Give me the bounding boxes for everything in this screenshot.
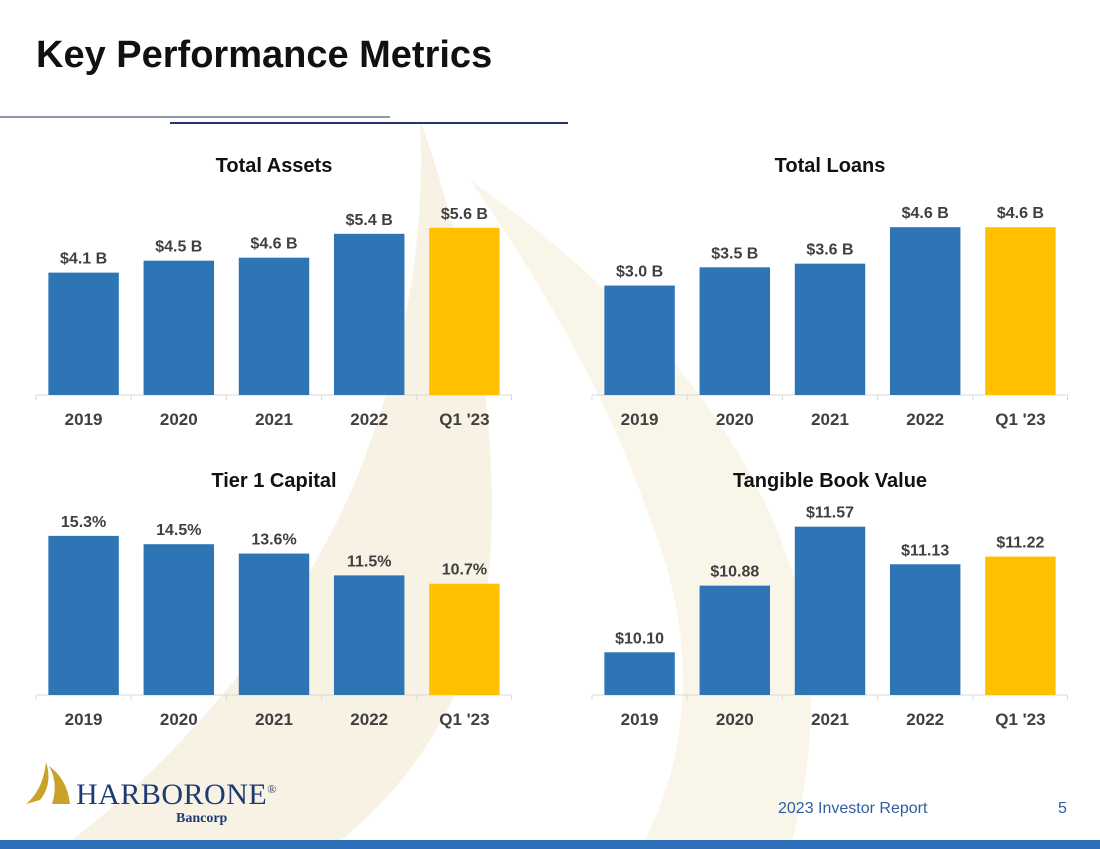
bar-2021	[238, 553, 310, 695]
x-tick-label: 2019	[621, 410, 659, 429]
bar-q1-23	[429, 583, 500, 695]
bar-2020	[143, 544, 215, 695]
bar-2022	[889, 564, 961, 695]
x-tick-label: 2022	[350, 410, 388, 429]
data-label: $4.1 B	[60, 251, 107, 268]
registered-mark: ®	[267, 782, 277, 796]
x-tick-label: Q1 '23	[439, 410, 489, 429]
data-label: $4.6 B	[902, 205, 949, 222]
x-tick-label: Q1 '23	[995, 410, 1045, 429]
bar-2022	[889, 227, 961, 395]
bar-2020	[699, 585, 771, 695]
logo-name: HARBORONE	[76, 778, 268, 811]
data-label: 11.5%	[347, 553, 391, 570]
x-tick-label: 2020	[716, 710, 754, 729]
bar-q1-23	[985, 556, 1056, 695]
chart-title: Tier 1 Capital	[211, 470, 336, 492]
bar-2022	[333, 575, 405, 695]
data-label: $5.4 B	[346, 212, 393, 229]
logo-wordmark: HARBORONE®	[76, 778, 277, 812]
data-label: $11.22	[996, 535, 1044, 552]
bar-q1-23	[985, 227, 1056, 395]
bar-2021	[794, 526, 866, 695]
data-label: $3.6 B	[806, 242, 853, 259]
x-tick-label: 2020	[716, 410, 754, 429]
report-label: 2023 Investor Report	[778, 800, 928, 817]
data-label: 15.3%	[61, 514, 106, 531]
bar-q1-23	[429, 227, 500, 395]
data-label: 14.5%	[156, 522, 201, 539]
bar-2022	[333, 233, 405, 395]
data-label: $5.6 B	[441, 206, 488, 223]
bar-2020	[143, 260, 215, 395]
data-label: $3.5 B	[711, 245, 758, 262]
bar-2021	[794, 263, 866, 395]
x-tick-label: 2019	[621, 710, 659, 729]
data-label: 13.6%	[251, 532, 296, 549]
total-loans-chart: Total Loans $3.0 B 2019 $3.5 B 2020 $3.6 B 202…	[591, 155, 1068, 429]
x-tick-label: 2019	[65, 710, 103, 729]
x-tick-label: 2022	[906, 710, 944, 729]
title-divider-light	[0, 116, 390, 118]
sail-icon	[26, 762, 70, 804]
x-tick-label: Q1 '23	[995, 710, 1045, 729]
bar-2019	[604, 652, 675, 695]
data-label: $4.5 B	[155, 239, 202, 256]
harborone-logo: HARBORONE® Bancorp	[26, 760, 286, 830]
chart-title: Tangible Book Value	[733, 470, 927, 492]
x-tick-label: 2021	[811, 710, 849, 729]
x-tick-label: Q1 '23	[439, 710, 489, 729]
bar-2019	[604, 285, 675, 395]
x-tick-label: 2021	[255, 410, 293, 429]
bar-2019	[48, 535, 119, 695]
x-tick-label: 2022	[906, 410, 944, 429]
page-number: 5	[1058, 800, 1067, 817]
x-tick-label: 2020	[160, 410, 198, 429]
tangible-book-value-chart: Tangible Book Value $10.10 2019 $10.88 2020 $…	[591, 470, 1068, 729]
page-title: Key Performance Metrics	[36, 34, 493, 76]
x-tick-label: 2020	[160, 710, 198, 729]
tier-1-capital-chart: Tier 1 Capital 15.3% 2019 14.5% 2020 13.6% 202…	[35, 470, 512, 729]
logo-subtitle: Bancorp	[176, 811, 228, 826]
title-divider-dark	[170, 122, 568, 124]
data-label: $11.57	[806, 505, 854, 522]
bar-2021	[238, 257, 310, 395]
bar-2019	[48, 272, 119, 395]
bar-2020	[699, 267, 771, 395]
data-label: $4.6 B	[250, 236, 297, 253]
chart-title: Total Assets	[216, 155, 333, 177]
x-tick-label: 2022	[350, 710, 388, 729]
data-label: $3.0 B	[616, 264, 663, 281]
data-label: $10.10	[615, 630, 664, 647]
data-label: $4.6 B	[997, 205, 1044, 222]
data-label: $10.88	[710, 564, 759, 581]
x-tick-label: 2019	[65, 410, 103, 429]
footer-bar	[0, 840, 1100, 849]
chart-title: Total Loans	[775, 155, 886, 177]
total-assets-chart: Total Assets $4.1 B 2019 $4.5 B 2020 $4.6 B 20…	[35, 155, 512, 429]
x-tick-label: 2021	[255, 710, 293, 729]
data-label: $11.13	[901, 542, 949, 559]
x-tick-label: 2021	[811, 410, 849, 429]
data-label: 10.7%	[442, 562, 487, 579]
